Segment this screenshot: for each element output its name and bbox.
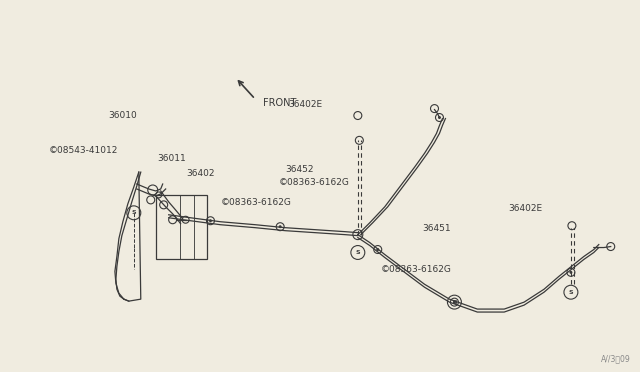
Text: ©08363-6162G: ©08363-6162G bbox=[221, 198, 292, 207]
Text: S: S bbox=[452, 299, 457, 305]
Text: ©08363-6162G: ©08363-6162G bbox=[278, 178, 349, 187]
Text: 36010: 36010 bbox=[108, 111, 137, 121]
Text: 36452: 36452 bbox=[285, 165, 314, 174]
Circle shape bbox=[278, 225, 282, 228]
Text: 36451: 36451 bbox=[422, 224, 451, 233]
Text: FRONT: FRONT bbox=[263, 98, 296, 108]
Text: 36402E: 36402E bbox=[288, 100, 323, 109]
Text: 36402: 36402 bbox=[186, 169, 214, 177]
Text: 36402E: 36402E bbox=[508, 203, 542, 213]
Text: A//3　09: A//3 09 bbox=[601, 354, 630, 363]
Text: S: S bbox=[568, 290, 573, 295]
Circle shape bbox=[438, 116, 441, 119]
Text: ©08543-41012: ©08543-41012 bbox=[49, 147, 118, 155]
Text: S: S bbox=[356, 250, 360, 255]
Circle shape bbox=[570, 271, 572, 274]
Text: ©08363-6162G: ©08363-6162G bbox=[381, 264, 451, 273]
Circle shape bbox=[209, 219, 212, 222]
Circle shape bbox=[453, 301, 456, 304]
Circle shape bbox=[376, 248, 380, 251]
Text: 36011: 36011 bbox=[157, 154, 186, 163]
Text: S: S bbox=[131, 210, 136, 215]
